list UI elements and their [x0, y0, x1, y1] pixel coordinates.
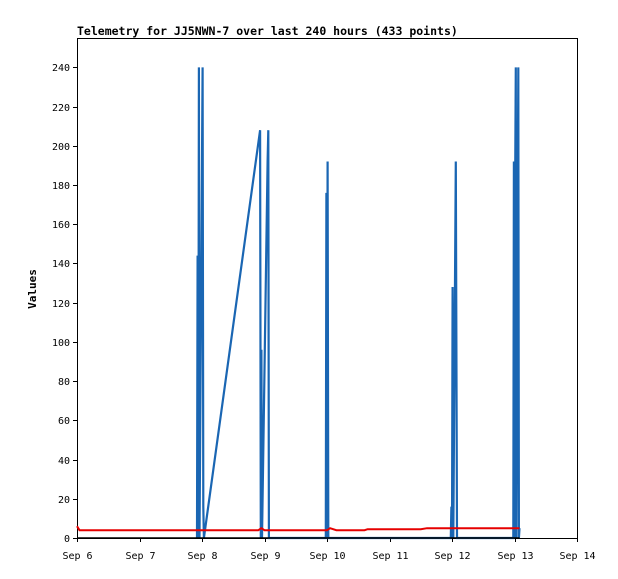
x-axis: Sep 6 Sep 7 Sep 8 Sep 9 Sep 10 Sep 11 Sep 12 Se…	[62, 538, 596, 562]
y-tick-label: 0	[64, 534, 70, 545]
y-tick-label: 60	[58, 416, 70, 427]
y-tick-label: 140	[52, 259, 70, 270]
y-tick-label: 20	[58, 495, 70, 506]
series-group	[76, 67, 521, 540]
x-tick-label: Sep 11	[372, 551, 408, 562]
series-line-1	[195, 67, 521, 540]
x-tick-label: Sep 14	[559, 551, 595, 562]
series-line-2	[76, 525, 520, 532]
chart-title: Telemetry for JJ5NWN-7 over last 240 hou…	[77, 24, 458, 38]
x-tick-label: Sep 6	[62, 551, 92, 562]
y-axis: 0 20 40 60 80 100 120 140 160 180 200 220 240	[52, 63, 77, 545]
y-tick-label: 180	[52, 181, 70, 192]
x-tick-label: Sep 13	[497, 551, 533, 562]
y-tick-label: 220	[52, 103, 70, 114]
y-tick-label: 40	[58, 456, 70, 467]
y-tick-label: 240	[52, 63, 70, 74]
x-tick-label: Sep 7	[125, 551, 155, 562]
x-tick-label: Sep 10	[309, 551, 345, 562]
y-tick-label: 200	[52, 142, 70, 153]
x-tick-label: Sep 9	[250, 551, 280, 562]
y-tick-label: 120	[52, 299, 70, 310]
y-tick-label: 80	[58, 377, 70, 388]
y-axis-label: Values	[26, 269, 39, 309]
y-tick-label: 160	[52, 220, 70, 231]
x-tick-label: Sep 8	[187, 551, 217, 562]
x-tick-label: Sep 12	[434, 551, 470, 562]
y-tick-label: 100	[52, 338, 70, 349]
